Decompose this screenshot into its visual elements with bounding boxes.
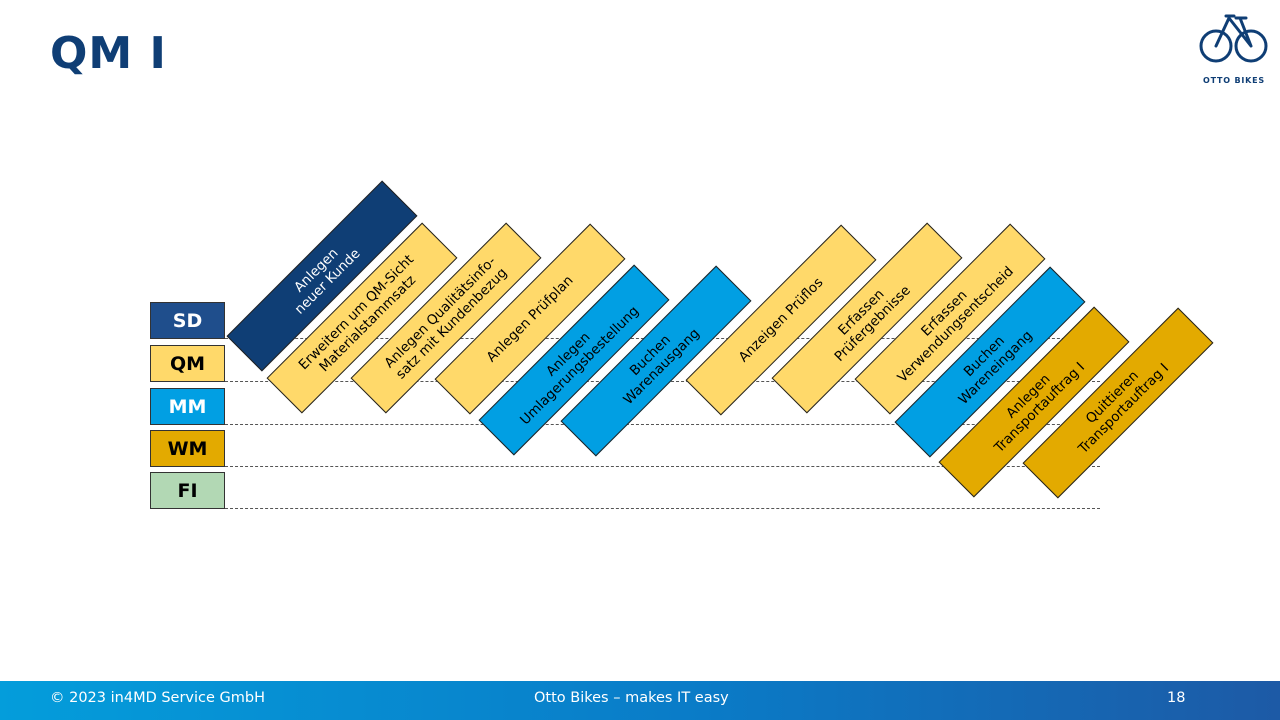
logo-text: OTTO BIKES: [1203, 76, 1265, 85]
module-wm: WM: [150, 430, 225, 467]
footer-copyright: © 2023 in4MD Service GmbH: [50, 690, 266, 706]
footer-page-number: 18: [1167, 690, 1186, 706]
slide-title: QM I: [50, 28, 167, 79]
footer-bar: © 2023 in4MD Service GmbH Otto Bikes – m…: [0, 681, 1280, 720]
lane-line-wm: [225, 466, 1100, 467]
lane-line-mm: [225, 424, 1100, 425]
bicycle-icon: [1199, 14, 1268, 63]
lane-line-fi: [225, 508, 1100, 509]
module-sd: SD: [150, 302, 225, 339]
module-mm: MM: [150, 388, 225, 425]
module-qm: QM: [150, 345, 225, 382]
module-fi: FI: [150, 472, 225, 509]
footer-slogan: Otto Bikes – makes IT easy: [534, 690, 729, 706]
